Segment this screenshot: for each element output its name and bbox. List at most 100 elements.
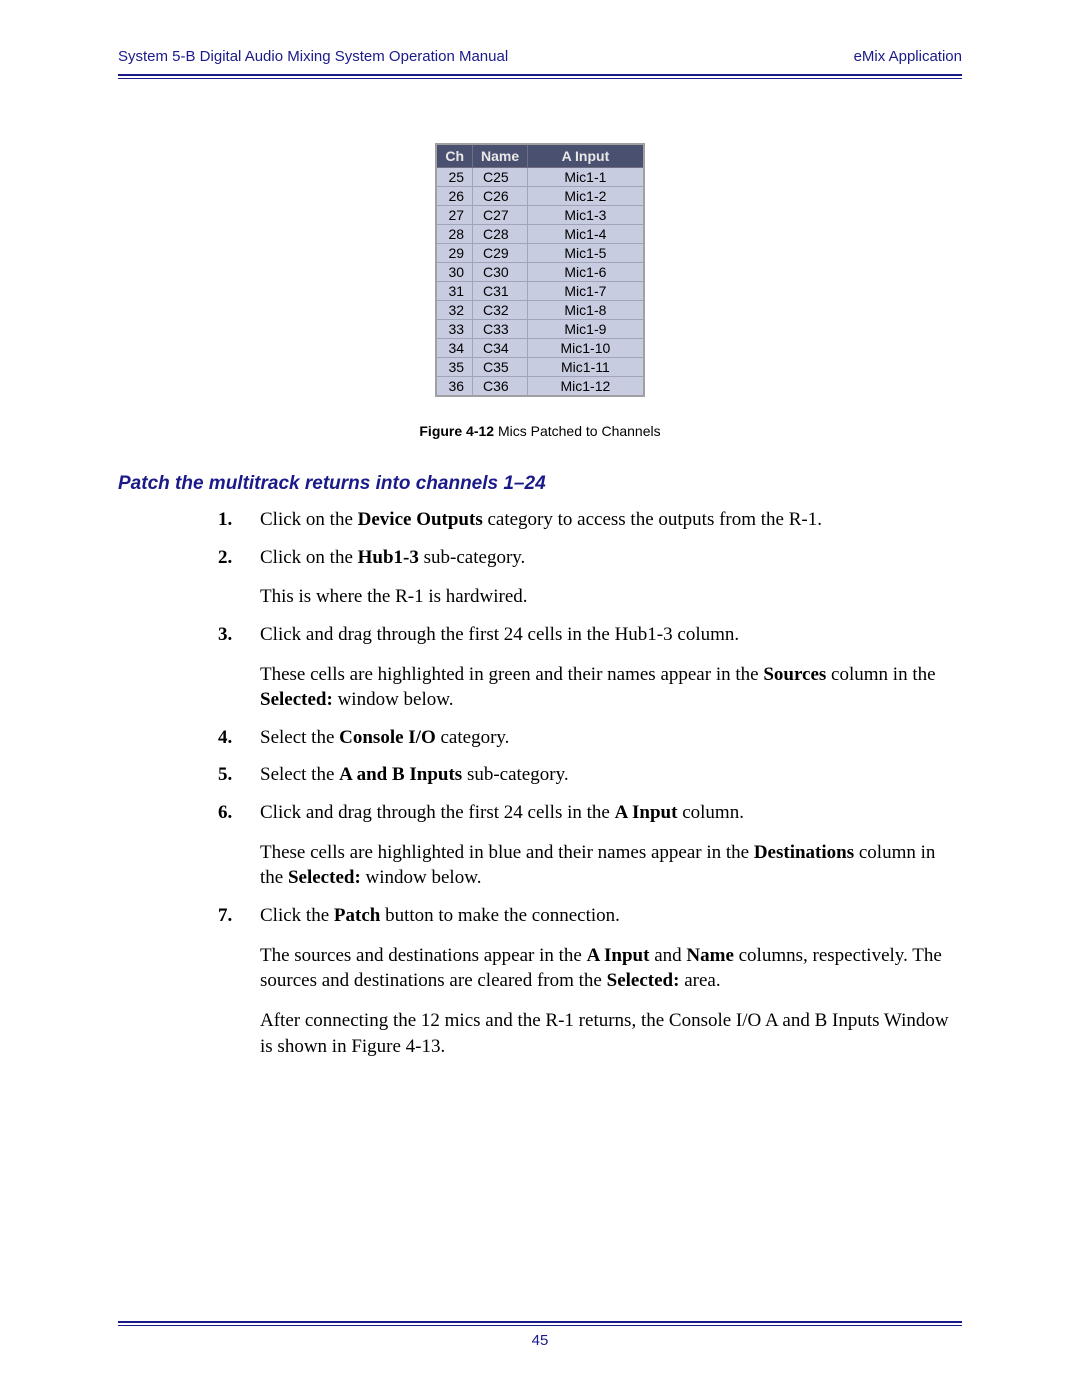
table-header-row: Ch Name A Input [436,144,643,168]
cell-ainput: Mic1-5 [528,244,644,263]
table-row: 29C29Mic1-5 [436,244,643,263]
table-row: 27C27Mic1-3 [436,206,643,225]
figure-text: Mics Patched to Channels [494,423,661,439]
step-item: 1.Click on the Device Outputs category t… [218,507,962,533]
cell-ch: 36 [436,377,472,397]
cell-ainput: Mic1-3 [528,206,644,225]
step-paragraph: These cells are highlighted in green and… [260,662,962,713]
cell-ainput: Mic1-10 [528,339,644,358]
header-rule [118,74,962,76]
table-row: 26C26Mic1-2 [436,187,643,206]
step-paragraph: After connecting the 12 mics and the R-1… [260,1008,962,1059]
page-footer: 45 [118,1321,962,1349]
step-number: 6. [218,800,260,891]
step-paragraph: Click and drag through the first 24 cell… [260,622,962,648]
cell-name: C26 [473,187,528,206]
cell-ch: 35 [436,358,472,377]
cell-ch: 34 [436,339,472,358]
cell-name: C32 [473,301,528,320]
col-header-ainput: A Input [528,144,644,168]
cell-ch: 25 [436,168,472,187]
footer-rule [118,1321,962,1323]
table-row: 33C33Mic1-9 [436,320,643,339]
step-number: 4. [218,725,260,751]
step-paragraph: Select the A and B Inputs sub-category. [260,762,962,788]
cell-ch: 32 [436,301,472,320]
col-header-ch: Ch [436,144,472,168]
cell-ainput: Mic1-1 [528,168,644,187]
table-row: 35C35Mic1-11 [436,358,643,377]
table-row: 34C34Mic1-10 [436,339,643,358]
cell-ch: 28 [436,225,472,244]
cell-name: C29 [473,244,528,263]
cell-ainput: Mic1-7 [528,282,644,301]
step-number: 3. [218,622,260,713]
step-number: 2. [218,545,260,610]
step-paragraph: Click and drag through the first 24 cell… [260,800,962,826]
cell-ch: 33 [436,320,472,339]
step-number: 1. [218,507,260,533]
cell-name: C35 [473,358,528,377]
header-left: System 5-B Digital Audio Mixing System O… [118,48,508,65]
step-paragraph: Click the Patch button to make the conne… [260,903,962,929]
cell-name: C31 [473,282,528,301]
step-item: 5.Select the A and B Inputs sub-category… [218,762,962,788]
cell-name: C34 [473,339,528,358]
step-item: 2.Click on the Hub1-3 sub-category. This … [218,545,962,610]
cell-ch: 26 [436,187,472,206]
page-content: Ch Name A Input 25C25Mic1-126C26Mic1-227… [118,79,962,1059]
page-number: 45 [532,1332,549,1349]
cell-ch: 30 [436,263,472,282]
step-paragraph: These cells are highlighted in blue and … [260,840,962,891]
step-number: 7. [218,903,260,1059]
mics-table-wrap: Ch Name A Input 25C25Mic1-126C26Mic1-227… [118,143,962,397]
figure-label: Figure 4-12 [419,423,494,439]
step-paragraph: Click on the Device Outputs category to … [260,507,962,533]
step-item: 6.Click and drag through the first 24 ce… [218,800,962,891]
step-number: 5. [218,762,260,788]
cell-name: C30 [473,263,528,282]
table-row: 31C31Mic1-7 [436,282,643,301]
step-body: Click the Patch button to make the conne… [260,903,962,1059]
cell-name: C36 [473,377,528,397]
table-row: 30C30Mic1-6 [436,263,643,282]
table-row: 28C28Mic1-4 [436,225,643,244]
table-row: 32C32Mic1-8 [436,301,643,320]
page-header: System 5-B Digital Audio Mixing System O… [118,48,962,71]
step-item: 7.Click the Patch button to make the con… [218,903,962,1059]
cell-ch: 27 [436,206,472,225]
cell-name: C28 [473,225,528,244]
step-paragraph: This is where the R-1 is hardwired. [260,584,962,610]
cell-ch: 29 [436,244,472,263]
step-body: Click on the Device Outputs category to … [260,507,962,533]
cell-name: C25 [473,168,528,187]
step-body: Select the A and B Inputs sub-category. [260,762,962,788]
table-row: 25C25Mic1-1 [436,168,643,187]
cell-ainput: Mic1-9 [528,320,644,339]
step-body: Click and drag through the first 24 cell… [260,622,962,713]
step-body: Click and drag through the first 24 cell… [260,800,962,891]
step-item: 3.Click and drag through the first 24 ce… [218,622,962,713]
cell-ainput: Mic1-12 [528,377,644,397]
step-body: Click on the Hub1-3 sub-category. This is… [260,545,962,610]
cell-ainput: Mic1-11 [528,358,644,377]
footer-rule-thin [118,1325,962,1326]
step-item: 4.Select the Console I/O category. [218,725,962,751]
step-body: Select the Console I/O category. [260,725,962,751]
cell-ainput: Mic1-6 [528,263,644,282]
section-heading: Patch the multitrack returns into channe… [118,473,962,495]
cell-ainput: Mic1-2 [528,187,644,206]
step-paragraph: The sources and destinations appear in t… [260,943,962,994]
steps-list: 1.Click on the Device Outputs category t… [218,507,962,1059]
step-paragraph: Select the Console I/O category. [260,725,962,751]
cell-ch: 31 [436,282,472,301]
cell-ainput: Mic1-8 [528,301,644,320]
mics-table: Ch Name A Input 25C25Mic1-126C26Mic1-227… [435,143,644,397]
step-paragraph: Click on the Hub1-3 sub-category. [260,545,962,571]
cell-name: C33 [473,320,528,339]
col-header-name: Name [473,144,528,168]
figure-caption: Figure 4-12 Mics Patched to Channels [118,423,962,439]
cell-ainput: Mic1-4 [528,225,644,244]
header-right: eMix Application [854,48,962,65]
cell-name: C27 [473,206,528,225]
